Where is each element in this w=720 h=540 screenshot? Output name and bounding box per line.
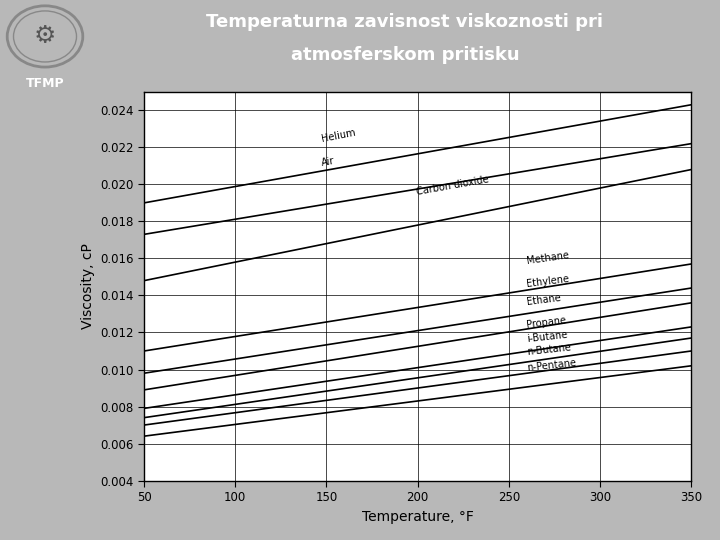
Text: Methane: Methane bbox=[526, 250, 570, 266]
Y-axis label: Viscosity, cP: Viscosity, cP bbox=[81, 243, 94, 329]
Text: ⚙: ⚙ bbox=[34, 24, 56, 49]
Text: Carbon dioxide: Carbon dioxide bbox=[416, 175, 490, 197]
Text: Propane: Propane bbox=[526, 315, 567, 330]
Text: Air: Air bbox=[321, 156, 336, 168]
Text: i-Butane: i-Butane bbox=[526, 329, 568, 343]
Text: Helium: Helium bbox=[321, 127, 356, 144]
Text: Temperaturna zavisnost viskoznosti pri: Temperaturna zavisnost viskoznosti pri bbox=[207, 13, 603, 31]
Text: TFMP: TFMP bbox=[26, 77, 64, 90]
Text: n-Pentane: n-Pentane bbox=[526, 358, 577, 373]
X-axis label: Temperature, °F: Temperature, °F bbox=[361, 510, 474, 524]
Text: Ethylene: Ethylene bbox=[526, 274, 570, 289]
Text: n-Butane: n-Butane bbox=[526, 343, 571, 357]
Text: atmosferskom pritisku: atmosferskom pritisku bbox=[291, 46, 519, 64]
Text: Ethane: Ethane bbox=[526, 293, 562, 307]
